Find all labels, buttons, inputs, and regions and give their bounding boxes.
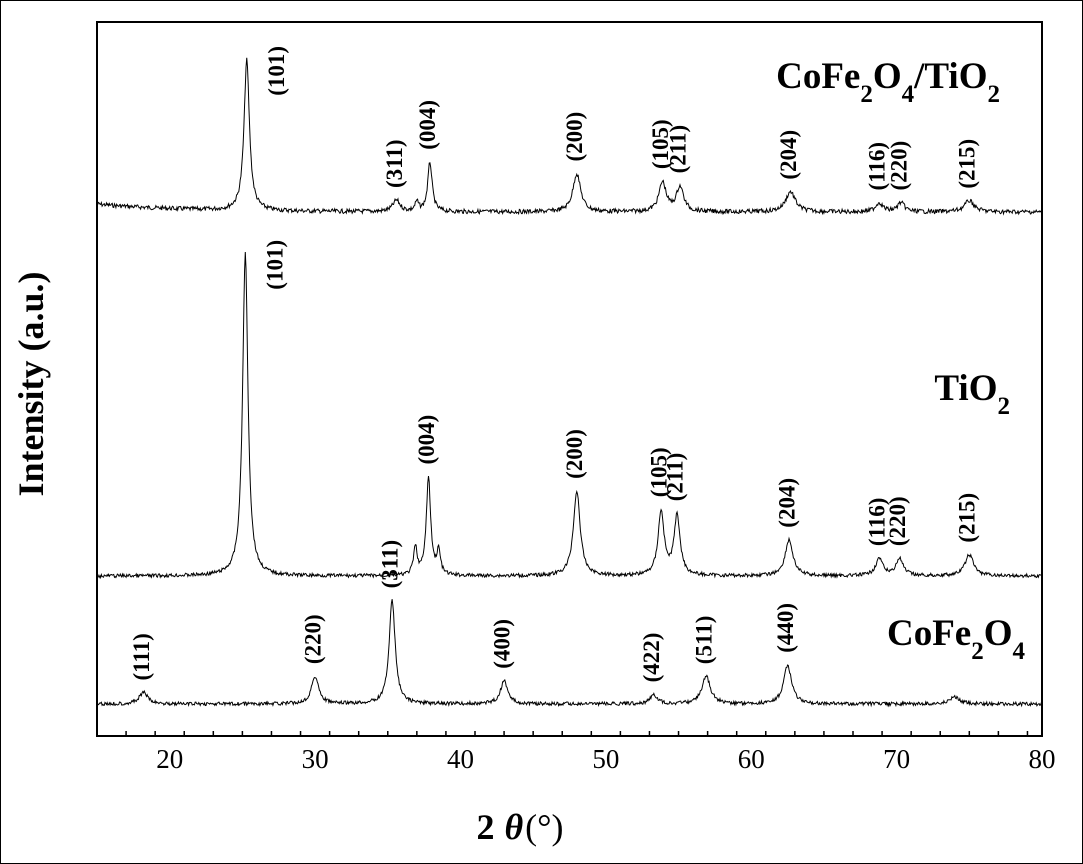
peak-label: (116)	[864, 142, 889, 191]
series-names: CoFe2O4/TiO2 TiO2 CoFe2O4	[776, 56, 1025, 665]
peak-label: (311)	[382, 139, 407, 188]
peak-label: (215)	[955, 493, 980, 543]
x-tick-label: 60	[738, 744, 765, 774]
peak-label: (111)	[129, 633, 154, 680]
peak-label: (211)	[662, 453, 687, 502]
peak-label: (101)	[264, 46, 289, 96]
x-tick-label: 70	[883, 744, 910, 774]
series-name-label: TiO2	[934, 368, 1010, 420]
x-tick-label: 30	[302, 744, 329, 774]
peak-label: (215)	[955, 139, 980, 189]
peak-labels: (101)(311)(004) (200) (105)(211) (204) (116)…	[129, 46, 980, 682]
peak-label: (220)	[886, 141, 911, 191]
peak-label: (440)	[773, 603, 798, 653]
peak-label: (200)	[562, 112, 587, 162]
x-tick-label: 80	[1029, 744, 1056, 774]
peak-label: (101)	[263, 240, 288, 290]
peak-label: (004)	[414, 415, 439, 465]
peak-label: (004)	[415, 100, 440, 150]
x-axis-ticks: 20 30 40 50 60 70 80	[96, 731, 1056, 774]
peak-label: (105)	[648, 119, 673, 169]
x-axis-title: 2 θ(°)	[476, 807, 563, 847]
x-tick-label: 20	[156, 744, 183, 774]
y-axis-title: Intensity (a.u.)	[11, 271, 51, 496]
series-layer	[96, 57, 1043, 708]
x-tick-label: 50	[592, 744, 619, 774]
peak-label: (211)	[665, 125, 690, 174]
peak-label: (200)	[562, 429, 587, 479]
x-axis-title-symbol: θ	[504, 807, 523, 847]
peak-label: (511)	[691, 616, 716, 665]
x-axis-title-prefix: 2	[476, 807, 494, 847]
peak-label: (204)	[774, 478, 799, 528]
x-axis-title-unit: (°)	[525, 807, 563, 847]
peak-label: (204)	[776, 130, 801, 180]
series-name-label: CoFe2O4	[887, 613, 1026, 665]
x-tick-label: 40	[447, 744, 474, 774]
peak-label: (400)	[489, 619, 514, 669]
series-line-0	[96, 57, 1043, 216]
plot-frame	[96, 21, 1043, 737]
peak-label: (311)	[377, 540, 402, 589]
peak-label: (105)	[646, 447, 671, 497]
series-line-2	[96, 599, 1043, 708]
series-name-label: CoFe2O4/TiO2	[776, 56, 1000, 108]
peak-label: (220)	[885, 496, 910, 546]
peak-label: (220)	[300, 614, 325, 664]
peak-label: (116)	[864, 498, 889, 547]
series-line-1	[96, 251, 1043, 580]
peak-label: (422)	[639, 633, 664, 683]
